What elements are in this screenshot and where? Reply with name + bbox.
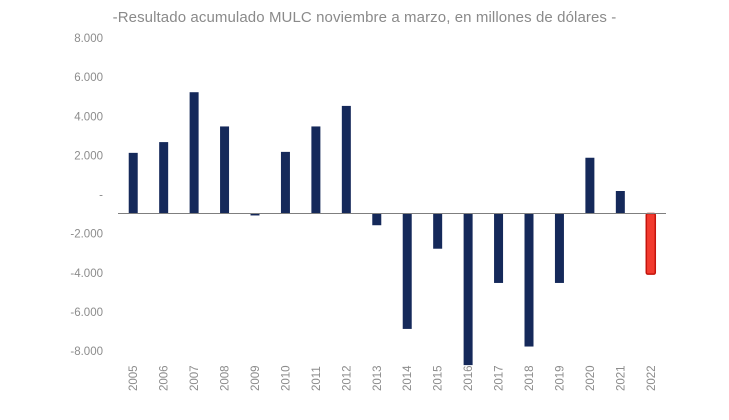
bar-2017 [494,213,504,283]
x-tick-label: 2011 [311,366,323,391]
bar-2012 [341,105,351,214]
bar-2010 [280,151,290,214]
bar-2011 [311,126,321,214]
y-tick-label: -4.000 [70,268,103,280]
x-tick-label: 2020 [585,365,597,391]
x-tick-label: 2019 [554,365,566,391]
bar-2020 [585,157,595,214]
bar-2013 [372,213,382,226]
x-tick-label: 2022 [646,365,658,391]
x-tick-label: 2014 [402,365,414,391]
y-tick-label: 4.000 [74,111,103,123]
x-tick-label: 2009 [250,365,262,391]
x-tick-label: 2021 [615,365,627,391]
y-tick-label: -2.000 [70,229,103,241]
x-tick-label: 2012 [341,365,353,391]
y-tick-label: -6.000 [70,307,103,319]
bar-2018 [524,213,534,347]
y-tick-label: 6.000 [74,72,103,84]
y-tick-label: -8.000 [70,346,103,358]
x-tick-label: 2008 [220,365,232,391]
bar-2016 [463,213,473,366]
x-tick-label: 2005 [128,365,140,391]
bar-2006 [159,142,169,214]
bar-2008 [220,126,230,214]
y-tick-label: 8.000 [74,33,103,45]
x-tick-label: 2006 [159,365,171,391]
x-tick-label: 2007 [189,365,201,391]
bar-2005 [128,152,138,214]
x-tick-label: 2013 [372,365,384,391]
x-tick-label: 2015 [433,365,445,391]
bar-2021 [615,191,625,214]
bar-2009 [250,213,260,216]
chart-title: -Resultado acumulado MULC noviembre a ma… [112,9,617,26]
x-tick-label: 2016 [463,365,475,391]
x-tick-label: 2017 [494,365,506,391]
bar-2019 [554,213,564,283]
y-tick-label: - [99,190,103,202]
bar-2014 [402,213,412,329]
x-tick-label: 2018 [524,365,536,391]
y-tick-label: 2.000 [74,150,103,162]
bar-2022 [645,212,657,275]
bar-2007 [189,92,199,214]
x-tick-label: 2010 [280,365,292,391]
bar-2015 [433,213,443,249]
